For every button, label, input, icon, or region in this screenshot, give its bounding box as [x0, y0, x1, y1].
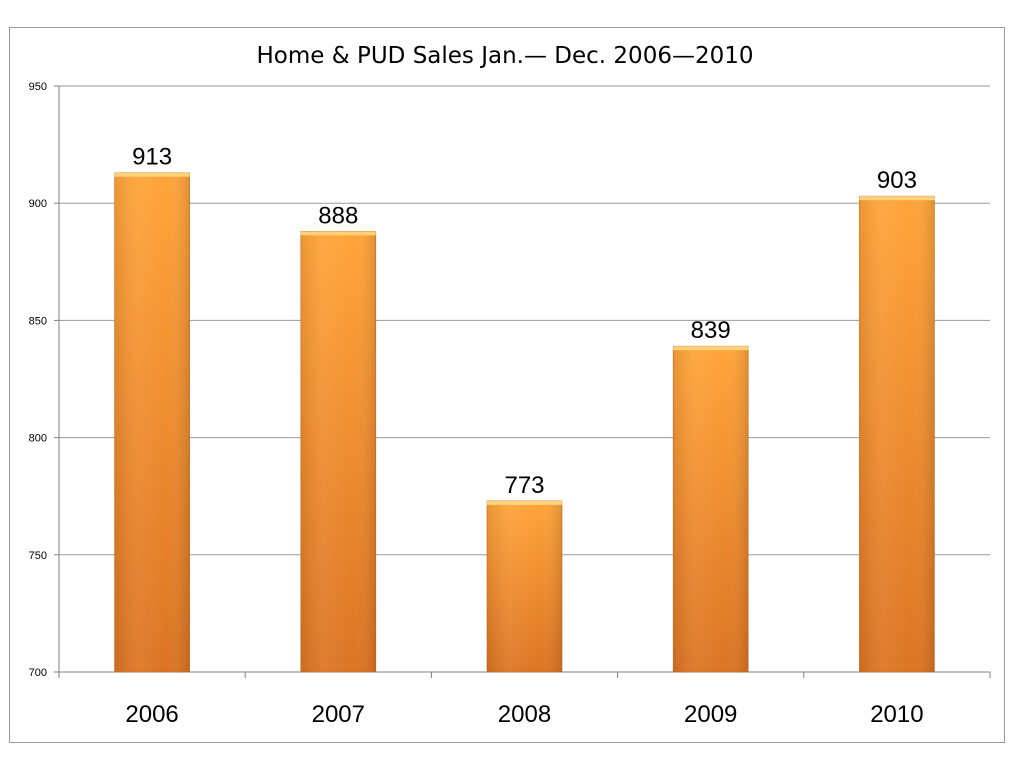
- bar-cap: [487, 500, 562, 505]
- bar-cap: [673, 346, 749, 351]
- bar-cap: [300, 231, 376, 236]
- data-label: 913: [132, 144, 172, 171]
- bar-cap: [859, 196, 935, 201]
- bar-cap: [114, 172, 190, 177]
- bar-shading: [859, 196, 935, 672]
- bar-shading: [487, 500, 562, 672]
- data-label: 903: [877, 167, 917, 194]
- chart-title: Home & PUD Sales Jan.— Dec. 2006—2010: [256, 43, 753, 69]
- gridlines: [59, 85, 990, 556]
- x-tick-label: 2010: [870, 701, 923, 728]
- bar-shading: [300, 231, 376, 672]
- x-tick-label: 2006: [125, 701, 178, 728]
- bar-shading: [673, 346, 749, 672]
- y-tick-label: 750: [29, 550, 47, 562]
- y-tick-label: 850: [29, 315, 47, 327]
- data-label: 773: [504, 472, 544, 499]
- y-tick-label: 950: [29, 81, 47, 93]
- y-tick-label: 800: [29, 433, 47, 445]
- bar-shading: [114, 172, 190, 672]
- data-label: 888: [318, 202, 358, 229]
- y-tick-label: 900: [29, 198, 47, 210]
- data-label: 839: [691, 317, 731, 344]
- y-tick-label: 700: [29, 667, 47, 679]
- bars: [114, 172, 935, 673]
- x-tick-label: 2008: [498, 701, 551, 728]
- x-tick-label: 2007: [312, 701, 365, 728]
- labels: 700 750 800 850 900 950 913 2006 888 2007 773 2008 8…: [29, 81, 924, 728]
- x-tick-label: 2009: [684, 701, 737, 728]
